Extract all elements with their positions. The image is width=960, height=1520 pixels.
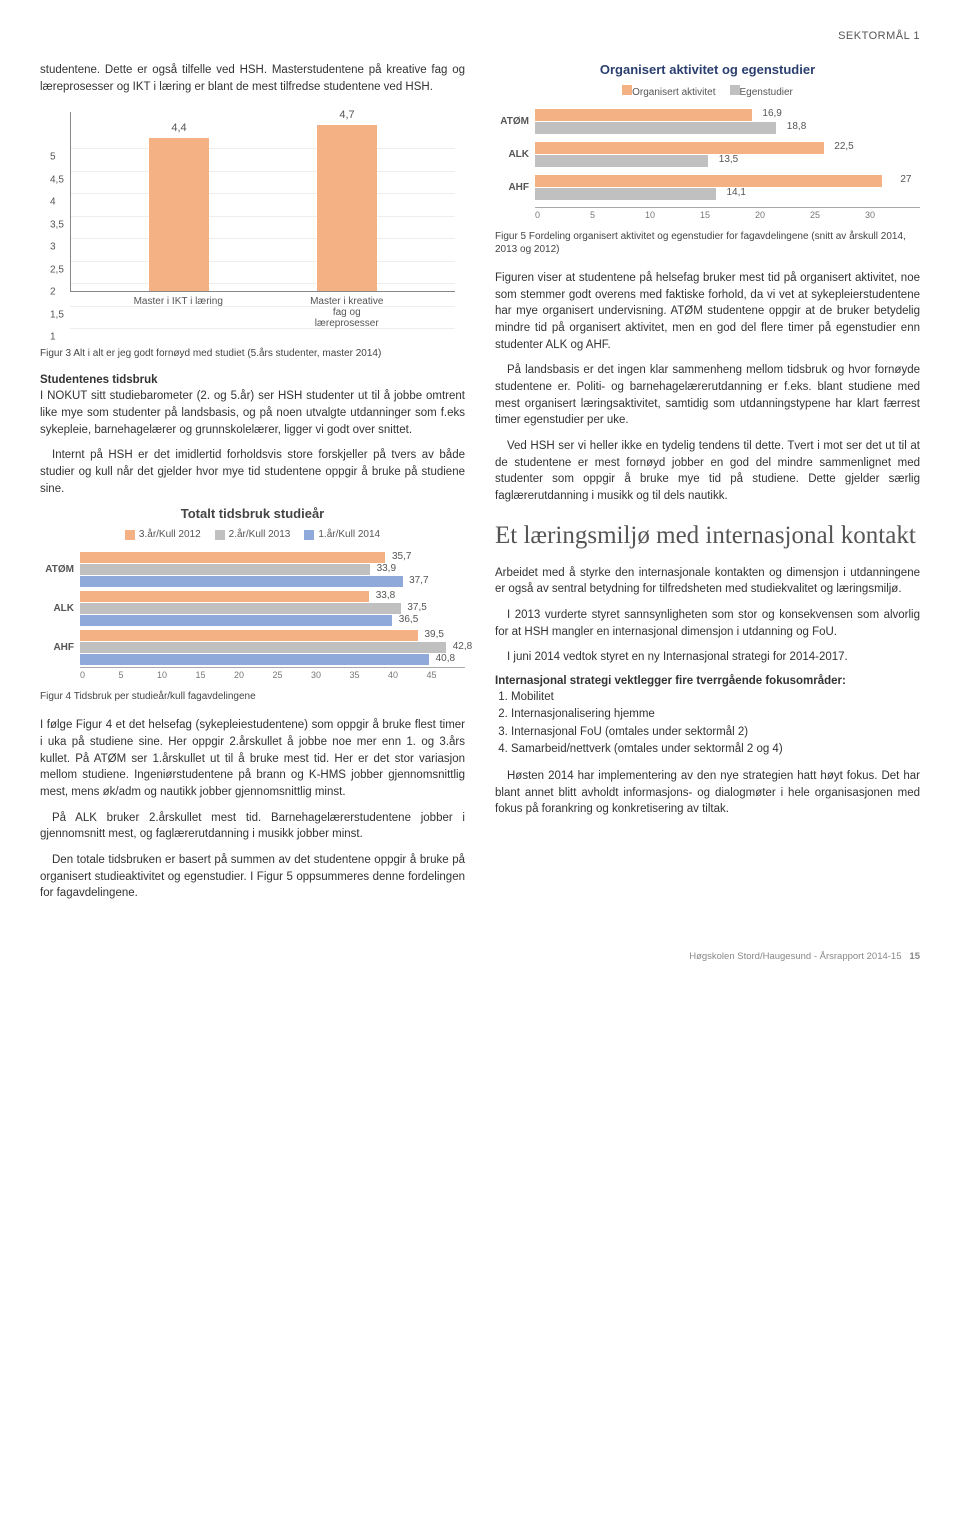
bar: 42,8: [80, 642, 446, 653]
bar: 33,9: [80, 564, 370, 575]
bar: 16,9: [535, 109, 752, 121]
section-header: SEKTORMÅL 1: [40, 30, 920, 42]
heading-laeringsmiljo: Et læringsmiljø med internasjonal kontak…: [495, 521, 920, 551]
chart-row: AHF39,542,840,8: [40, 628, 465, 667]
left-column: studentene. Dette er også tilfelle ved H…: [40, 62, 465, 911]
chart-row: ALK22,513,5: [495, 141, 920, 168]
bar: 39,5: [80, 630, 418, 641]
bar: 13,5: [535, 155, 708, 167]
chart3-legend: Organisert aktivitetEgenstudier: [495, 85, 920, 98]
right-p2: På landsbasis er det ingen klar sammenhe…: [495, 362, 920, 429]
chart-row: ATØM35,733,937,7: [40, 550, 465, 589]
list-item: Samarbeid/nettverk (omtales under sektor…: [511, 741, 920, 758]
bar: 35,7: [80, 552, 385, 563]
chart-row: ALK33,837,536,5: [40, 589, 465, 628]
bar: 14,1: [535, 188, 716, 200]
chart3-title: Organisert aktivitet og egenstudier: [495, 62, 920, 77]
figure4-caption: Figur 4 Tidsbruk per studieår/kull fagav…: [40, 690, 465, 703]
page-footer: Høgskolen Stord/Haugesund - Årsrapport 2…: [40, 951, 920, 962]
bar: 40,8: [80, 654, 429, 665]
bar: 37,5: [80, 603, 401, 614]
chart-organisert: Organisert aktivitet og egenstudier Orga…: [495, 62, 920, 220]
bar: 18,8: [535, 122, 776, 134]
right-p1: Figuren viser at studentene på helsefag …: [495, 270, 920, 353]
bar: 37,7: [80, 576, 403, 587]
figure3-caption: Figur 3 Alt i alt er jeg godt fornøyd me…: [40, 347, 465, 360]
right-p5: I 2013 vurderte styret sannsynligheten s…: [495, 607, 920, 640]
focus-list: MobilitetInternasjonalisering hjemmeInte…: [511, 689, 920, 758]
para-4: På ALK bruker 2.årskullet mest tid. Barn…: [40, 810, 465, 843]
list-item: Internasjonal FoU (omtales under sektorm…: [511, 724, 920, 741]
chart-row: AHF2714,1: [495, 174, 920, 201]
bar: 36,5: [80, 615, 392, 626]
bar: 4,7: [317, 125, 377, 292]
right-column: Organisert aktivitet og egenstudier Orga…: [495, 62, 920, 911]
para-tidsbruk-1: I NOKUT sitt studiebarometer (2. og 5.år…: [40, 388, 465, 438]
chart-tidsbruk: Totalt tidsbruk studieår 3.år/Kull 20122…: [40, 506, 465, 680]
bar: 4,4: [149, 138, 209, 291]
para-5: Den totale tidsbruken er basert på summe…: [40, 852, 465, 902]
right-p3: Ved HSH ser vi heller ikke en tydelig te…: [495, 438, 920, 505]
top-row: studentene. Dette er også tilfelle ved H…: [40, 62, 920, 911]
right-p7: Høsten 2014 har implementering av den ny…: [495, 768, 920, 818]
chart-satisfaction: 11,522,533,544,554,44,7Master i IKT i læ…: [40, 104, 465, 337]
bar: 33,8: [80, 591, 369, 602]
list-item: Internasjonalisering hjemme: [511, 706, 920, 723]
right-p6: I juni 2014 vedtok styret en ny Internas…: [495, 649, 920, 666]
right-p4: Arbeidet med å styrke den internasjonale…: [495, 565, 920, 598]
bar: 27: [535, 175, 882, 187]
chart-row: ATØM16,918,8: [495, 108, 920, 135]
chart2-legend: 3.år/Kull 20122.år/Kull 20131.år/Kull 20…: [40, 529, 465, 540]
chart2-title: Totalt tidsbruk studieår: [40, 506, 465, 521]
figure5-caption: Figur 5 Fordeling organisert aktivitet o…: [495, 230, 920, 256]
bar: 22,5: [535, 142, 824, 154]
footer-text: Høgskolen Stord/Haugesund - Årsrapport 2…: [689, 951, 901, 962]
para-tidsbruk-2: Internt på HSH er det imidlertid forhold…: [40, 447, 465, 497]
list-item: Mobilitet: [511, 689, 920, 706]
intro-para: studentene. Dette er også tilfelle ved H…: [40, 62, 465, 95]
para-3: I følge Figur 4 et det helsefag (sykeple…: [40, 717, 465, 800]
list-title: Internasjonal strategi vektlegger fire t…: [495, 675, 920, 687]
section-title-tidsbruk: Studentenes tidsbruk: [40, 374, 465, 386]
page-number: 15: [909, 951, 920, 962]
